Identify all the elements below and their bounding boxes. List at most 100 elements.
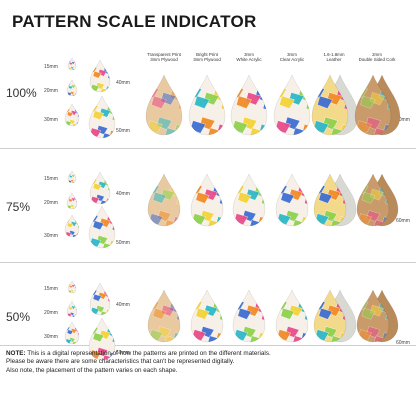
column-header-line: 3mm (287, 52, 297, 57)
teardrop-outline (273, 74, 311, 136)
teardrop (148, 290, 180, 342)
teardrop-outline (66, 79, 78, 97)
teardrop-outline (67, 170, 77, 184)
page-title: PATTERN SCALE INDICATOR (12, 12, 257, 31)
teardrop-outline (190, 173, 224, 227)
size-label: 20mm (44, 200, 58, 206)
teardrop (276, 290, 308, 342)
teardrop-outline (88, 205, 116, 249)
size-label: 50mm (116, 240, 130, 246)
teardrop (67, 80, 77, 96)
teardrop-outline (66, 192, 78, 210)
size-label: 30mm (44, 233, 58, 239)
teardrop (364, 75, 400, 135)
note-label: NOTE: (6, 350, 26, 357)
size-label: 20mm (44, 88, 58, 94)
size-label: 60mm (396, 117, 410, 123)
teardrop (68, 281, 76, 293)
teardrop-outline (275, 289, 309, 343)
teardrop (191, 174, 223, 226)
scale-label-100: 100% (6, 86, 37, 100)
teardrop (146, 75, 182, 135)
teardrop (314, 290, 346, 342)
size-label: 20mm (44, 310, 58, 316)
column-header-line: 3mm Plywood (193, 57, 221, 63)
teardrop-outline (363, 74, 401, 136)
teardrop-outline (67, 280, 77, 294)
teardrop (148, 174, 180, 226)
scale-label-75: 75% (6, 200, 31, 214)
teardrop-outline (64, 321, 80, 345)
teardrop-outline (354, 74, 392, 136)
column-header-cork: 2mm Double Sided Cork (349, 52, 405, 62)
teardrop (233, 290, 265, 342)
column-header-line: Bright Print (196, 52, 218, 57)
teardrop (67, 301, 77, 317)
teardrop (324, 290, 356, 342)
teardrop-outline (356, 289, 390, 343)
column-header-white-acrylic: 3mm White Acrylic (221, 52, 277, 62)
teardrop (276, 174, 308, 226)
teardrop (322, 75, 358, 135)
teardrop-outline (230, 74, 268, 136)
column-header-line: 3mm (244, 52, 254, 57)
teardrop-outline (145, 74, 183, 136)
size-label: 15mm (44, 64, 58, 70)
teardrop-outline (64, 103, 80, 127)
teardrop-outline (275, 173, 309, 227)
teardrop-outline (365, 173, 399, 227)
teardrop (357, 174, 389, 226)
teardrop (355, 75, 391, 135)
note-line: Also note, the placement of the pattern … (6, 366, 178, 374)
teardrop-outline (88, 95, 116, 139)
teardrop (274, 75, 310, 135)
size-label: 15mm (44, 286, 58, 292)
section-divider (0, 262, 416, 263)
teardrop-outline (67, 57, 77, 71)
teardrop (233, 174, 265, 226)
column-header-clear-acrylic: 3mm Clear Acrylic (264, 52, 320, 62)
teardrop-outline (147, 289, 181, 343)
teardrop (90, 60, 110, 92)
teardrop (68, 58, 76, 70)
size-label: 60mm (396, 340, 410, 346)
scale-label-50: 50% (6, 310, 31, 324)
size-label: 40mm (116, 80, 130, 86)
teardrop (65, 104, 79, 126)
teardrop (314, 174, 346, 226)
column-header-line: Clear Acrylic (279, 57, 305, 63)
column-header-line: Transparent Print (147, 52, 181, 57)
column-header-bright-print: Bright Print 3mm Plywood (179, 52, 235, 62)
teardrop-outline (89, 59, 111, 93)
teardrop-outline (323, 289, 357, 343)
teardrop-outline (89, 282, 111, 316)
section-divider (0, 345, 416, 346)
teardrop (90, 172, 110, 204)
teardrop (312, 75, 348, 135)
column-header-line: Double Sided Cork (358, 57, 396, 63)
teardrop-outline (323, 173, 357, 227)
column-header-line: 1.6-1.8mm (323, 52, 345, 57)
size-label: 30mm (44, 334, 58, 340)
teardrop (324, 174, 356, 226)
teardrop-outline (356, 173, 390, 227)
teardrop (65, 322, 79, 344)
teardrop-outline (311, 74, 349, 136)
size-label: 50mm (116, 350, 130, 356)
teardrop (191, 290, 223, 342)
teardrop-outline (64, 214, 80, 238)
teardrop-outline (190, 289, 224, 343)
note-line: This is a digital representation of how … (25, 350, 271, 357)
teardrop (357, 290, 389, 342)
teardrop-outline (232, 289, 266, 343)
column-header-line: White Acrylic (236, 57, 262, 63)
column-header-line: 3mm Plywood (150, 57, 178, 63)
size-label: 40mm (116, 191, 130, 197)
teardrop-outline (147, 173, 181, 227)
teardrop (89, 96, 115, 138)
section-divider (0, 148, 416, 149)
teardrop-outline (232, 173, 266, 227)
column-header-line: 2mm (372, 52, 382, 57)
teardrop-outline (321, 74, 359, 136)
column-header-transparent-print: Transparent Print 3mm Plywood (136, 52, 192, 62)
